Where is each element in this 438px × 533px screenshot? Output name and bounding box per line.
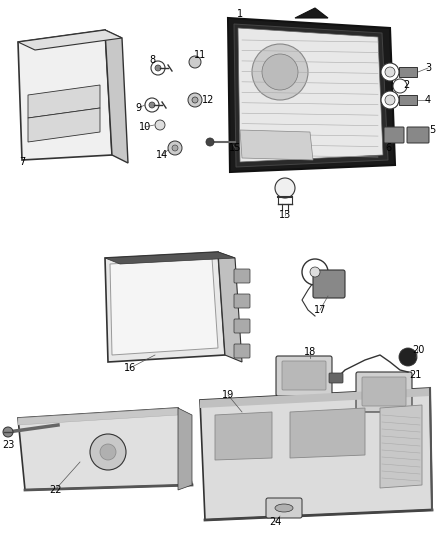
Circle shape xyxy=(262,54,298,90)
FancyBboxPatch shape xyxy=(356,372,412,412)
FancyBboxPatch shape xyxy=(313,270,345,298)
Polygon shape xyxy=(238,28,383,162)
Polygon shape xyxy=(28,85,100,118)
Circle shape xyxy=(168,141,182,155)
Polygon shape xyxy=(240,130,313,160)
Text: 18: 18 xyxy=(304,347,316,357)
FancyBboxPatch shape xyxy=(282,361,326,390)
Circle shape xyxy=(206,138,214,146)
Circle shape xyxy=(100,444,116,460)
FancyBboxPatch shape xyxy=(234,319,250,333)
Circle shape xyxy=(399,348,417,366)
Ellipse shape xyxy=(275,504,293,512)
Circle shape xyxy=(188,93,202,107)
Text: 12: 12 xyxy=(202,95,214,105)
Text: 8: 8 xyxy=(149,55,155,65)
FancyBboxPatch shape xyxy=(234,294,250,308)
Polygon shape xyxy=(18,30,122,50)
Text: 10: 10 xyxy=(139,122,151,132)
Polygon shape xyxy=(18,408,178,425)
Circle shape xyxy=(189,56,201,68)
Circle shape xyxy=(385,95,395,105)
Polygon shape xyxy=(110,258,218,355)
Circle shape xyxy=(172,145,178,151)
Text: 3: 3 xyxy=(425,63,431,73)
Text: 4: 4 xyxy=(425,95,431,105)
Circle shape xyxy=(155,120,165,130)
Text: 15: 15 xyxy=(229,143,241,153)
Circle shape xyxy=(385,67,395,77)
Text: 1: 1 xyxy=(237,9,243,19)
Text: 9: 9 xyxy=(135,103,141,113)
Text: 22: 22 xyxy=(49,485,61,495)
FancyBboxPatch shape xyxy=(234,269,250,283)
Text: 2: 2 xyxy=(403,80,409,90)
Polygon shape xyxy=(105,252,235,264)
Circle shape xyxy=(252,44,308,100)
FancyBboxPatch shape xyxy=(407,127,429,143)
Polygon shape xyxy=(18,30,112,160)
Polygon shape xyxy=(200,388,432,520)
Bar xyxy=(399,67,417,77)
Polygon shape xyxy=(18,408,192,490)
Polygon shape xyxy=(215,412,272,460)
Polygon shape xyxy=(290,408,365,458)
Circle shape xyxy=(302,259,328,285)
Text: 14: 14 xyxy=(156,150,168,160)
Text: 5: 5 xyxy=(429,125,435,135)
Polygon shape xyxy=(178,408,192,490)
FancyBboxPatch shape xyxy=(329,373,343,383)
Text: 16: 16 xyxy=(124,363,136,373)
Circle shape xyxy=(3,427,13,437)
FancyBboxPatch shape xyxy=(362,377,406,406)
Polygon shape xyxy=(200,388,430,408)
Circle shape xyxy=(275,178,295,198)
Text: 21: 21 xyxy=(409,370,421,380)
Circle shape xyxy=(90,434,126,470)
Text: 7: 7 xyxy=(19,157,25,167)
Circle shape xyxy=(149,102,155,108)
Text: 11: 11 xyxy=(194,50,206,60)
Circle shape xyxy=(310,267,320,277)
Text: 17: 17 xyxy=(314,305,326,315)
Polygon shape xyxy=(380,405,422,488)
Text: 19: 19 xyxy=(222,390,234,400)
Polygon shape xyxy=(228,18,395,172)
Text: 6: 6 xyxy=(385,143,391,153)
Circle shape xyxy=(145,98,159,112)
Text: 24: 24 xyxy=(269,517,281,527)
FancyBboxPatch shape xyxy=(266,498,302,518)
Text: 13: 13 xyxy=(279,210,291,220)
FancyBboxPatch shape xyxy=(234,344,250,358)
Circle shape xyxy=(393,79,407,93)
Polygon shape xyxy=(295,8,328,18)
Polygon shape xyxy=(218,252,242,362)
FancyBboxPatch shape xyxy=(276,356,332,396)
Polygon shape xyxy=(234,24,388,167)
Text: 20: 20 xyxy=(412,345,424,355)
Polygon shape xyxy=(105,30,128,163)
Circle shape xyxy=(192,97,198,103)
FancyBboxPatch shape xyxy=(384,127,404,143)
Circle shape xyxy=(381,63,399,81)
Polygon shape xyxy=(105,252,225,362)
Polygon shape xyxy=(28,108,100,142)
Text: 23: 23 xyxy=(2,440,14,450)
Circle shape xyxy=(381,91,399,109)
Bar xyxy=(399,95,417,105)
Circle shape xyxy=(155,65,161,71)
Circle shape xyxy=(151,61,165,75)
